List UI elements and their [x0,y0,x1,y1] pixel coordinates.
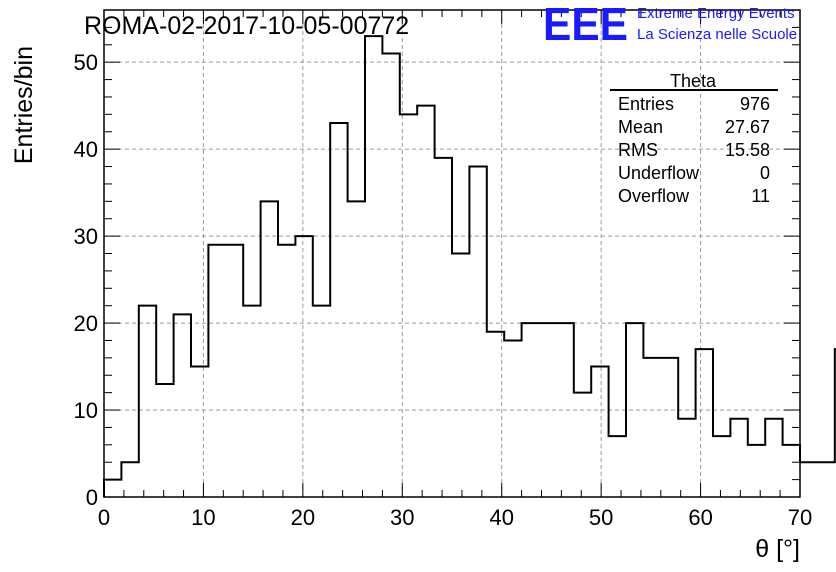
axis-ticks [103,9,801,498]
histogram-line [103,35,836,497]
stats-box: Theta Entries 976 Mean 27.67 RMS 15.58 Underfl… [610,71,778,206]
stats-title: Theta [670,71,717,91]
run-title: ROMA-02-2017-10-05-00772 [84,12,409,40]
eee-logo: EEE Extreme Energy Events La Scienza nel… [543,0,797,50]
logo-line-1: Extreme Energy Events [637,5,795,22]
x-tick-label: 60 [688,505,712,530]
grid-lines [104,10,800,497]
stats-label: Overflow [618,186,690,206]
stats-label: Entries [618,94,674,114]
y-tick-label: 20 [74,311,98,336]
stats-value: 27.67 [725,117,770,137]
logo-line-2: La Scienza nelle Scuole [637,26,797,43]
y-tick-label: 50 [74,50,98,75]
stats-value: 15.58 [725,140,770,160]
stats-label: Mean [618,117,663,137]
y-tick-label: 30 [74,224,98,249]
x-tick-label: 10 [191,505,215,530]
y-axis-label: Entries/bin [10,46,38,164]
x-axis-label: θ [°] [755,535,800,563]
y-tick-label: 40 [74,137,98,162]
stats-value: 976 [740,94,770,114]
stats-value: 11 [751,186,770,206]
x-tick-label: 0 [98,505,110,530]
y-tick-label: 10 [74,398,98,423]
x-tick-label: 70 [788,505,812,530]
y-tick-label: 0 [86,485,98,510]
stats-label: Underflow [618,163,700,183]
x-tick-label: 40 [489,505,513,530]
stats-value: 0 [760,163,770,183]
stats-label: RMS [618,140,658,160]
x-tick-label: 20 [291,505,315,530]
logo-letters: EEE [543,0,628,50]
x-tick-label: 50 [589,505,613,530]
x-tick-label: 30 [390,505,414,530]
